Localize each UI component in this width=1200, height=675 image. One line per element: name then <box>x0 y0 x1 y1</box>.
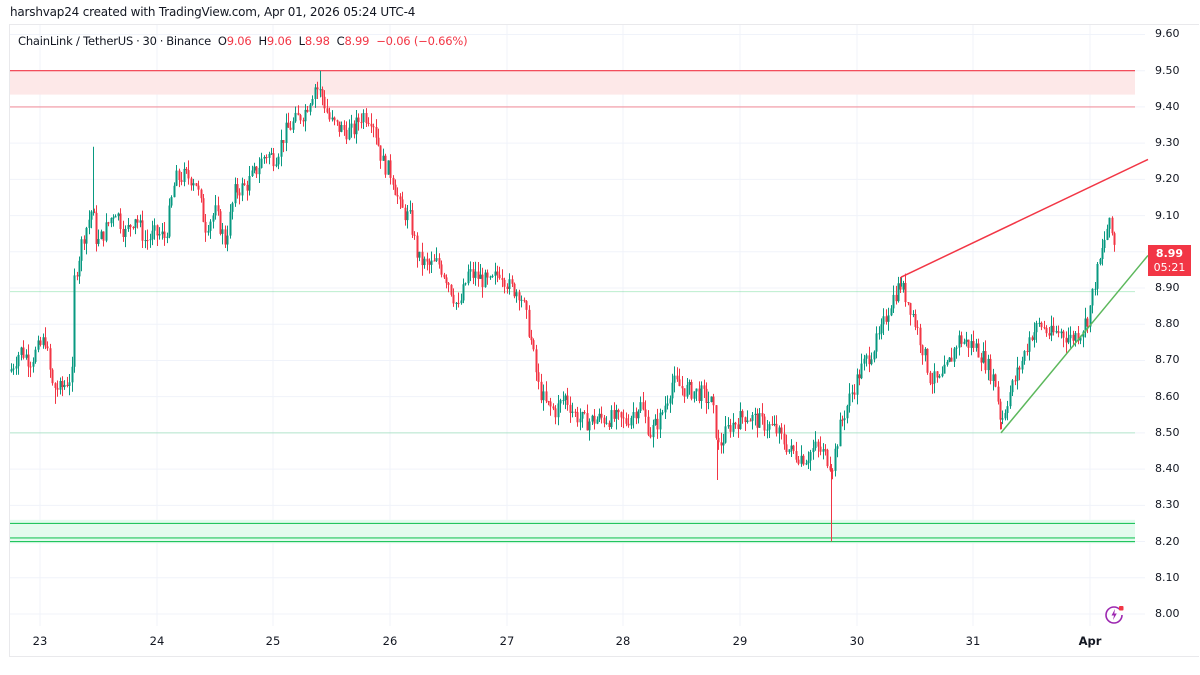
last-price: 8.99 <box>1155 247 1184 260</box>
time-tick-label: 27 <box>499 634 515 648</box>
time-tick-label: 26 <box>382 634 398 648</box>
price-tick-label: 9.20 <box>1155 172 1180 186</box>
close-label: C <box>336 34 345 48</box>
price-tick-label: 8.80 <box>1155 317 1180 331</box>
low-label: L <box>298 34 305 48</box>
symbol-legend: ChainLink / TetherUS · 30 · Binance O9.06 H9… <box>18 34 468 48</box>
change-value: −0.06 (−0.66%) <box>376 34 468 48</box>
time-tick-label: 25 <box>265 634 281 648</box>
time-tick-label: 29 <box>732 634 748 648</box>
lightning-alert-icon[interactable] <box>1104 603 1126 625</box>
price-tick-label: 8.50 <box>1155 425 1180 439</box>
symbol-name[interactable]: ChainLink / TetherUS <box>18 34 134 48</box>
time-tick-label: 30 <box>849 634 865 648</box>
price-tick-label: 8.20 <box>1155 534 1180 548</box>
lower-support-trendline <box>1000 254 1149 434</box>
chart-frame <box>9 24 1199 657</box>
low-value: 8.98 <box>304 34 330 48</box>
price-tick-label: 8.90 <box>1155 281 1180 295</box>
price-tick-label: 9.40 <box>1155 99 1180 113</box>
high-value: 9.06 <box>266 34 292 48</box>
price-tick-label: 8.40 <box>1155 462 1180 476</box>
high-label: H <box>258 34 267 48</box>
chart-credit: harshvap24 created with TradingView.com,… <box>10 5 416 19</box>
time-tick-label: 23 <box>32 634 48 648</box>
candlestick-series <box>10 70 1116 542</box>
upper-resistance-trendline <box>900 158 1149 278</box>
interval: 30 <box>142 34 157 48</box>
price-tick-label: 9.60 <box>1155 27 1180 41</box>
open-value: 9.06 <box>226 34 252 48</box>
trendlines <box>900 158 1149 434</box>
price-tick-label: 8.30 <box>1155 498 1180 512</box>
close-value: 8.99 <box>344 34 370 48</box>
open-label: O <box>217 34 227 48</box>
bar-countdown: 05:21 <box>1153 261 1186 274</box>
price-tick-label: 8.10 <box>1155 570 1180 584</box>
time-tick-label: 31 <box>965 634 981 648</box>
price-tick-label: 9.30 <box>1155 136 1180 150</box>
price-tick-label: 9.50 <box>1155 63 1180 77</box>
price-tick-label: 8.00 <box>1155 607 1180 620</box>
price-zones <box>10 70 1135 544</box>
price-tick-label: 9.10 <box>1155 208 1180 222</box>
time-tick-label: Apr <box>1078 634 1102 648</box>
time-tick-label: 28 <box>615 634 631 648</box>
time-tick-label: 24 <box>149 634 165 648</box>
last-price-tag: 8.99 05:21 <box>1148 245 1191 276</box>
price-tick-label: 8.70 <box>1155 353 1180 367</box>
exchange: Binance <box>166 34 211 48</box>
price-tick-label: 8.60 <box>1155 389 1180 403</box>
